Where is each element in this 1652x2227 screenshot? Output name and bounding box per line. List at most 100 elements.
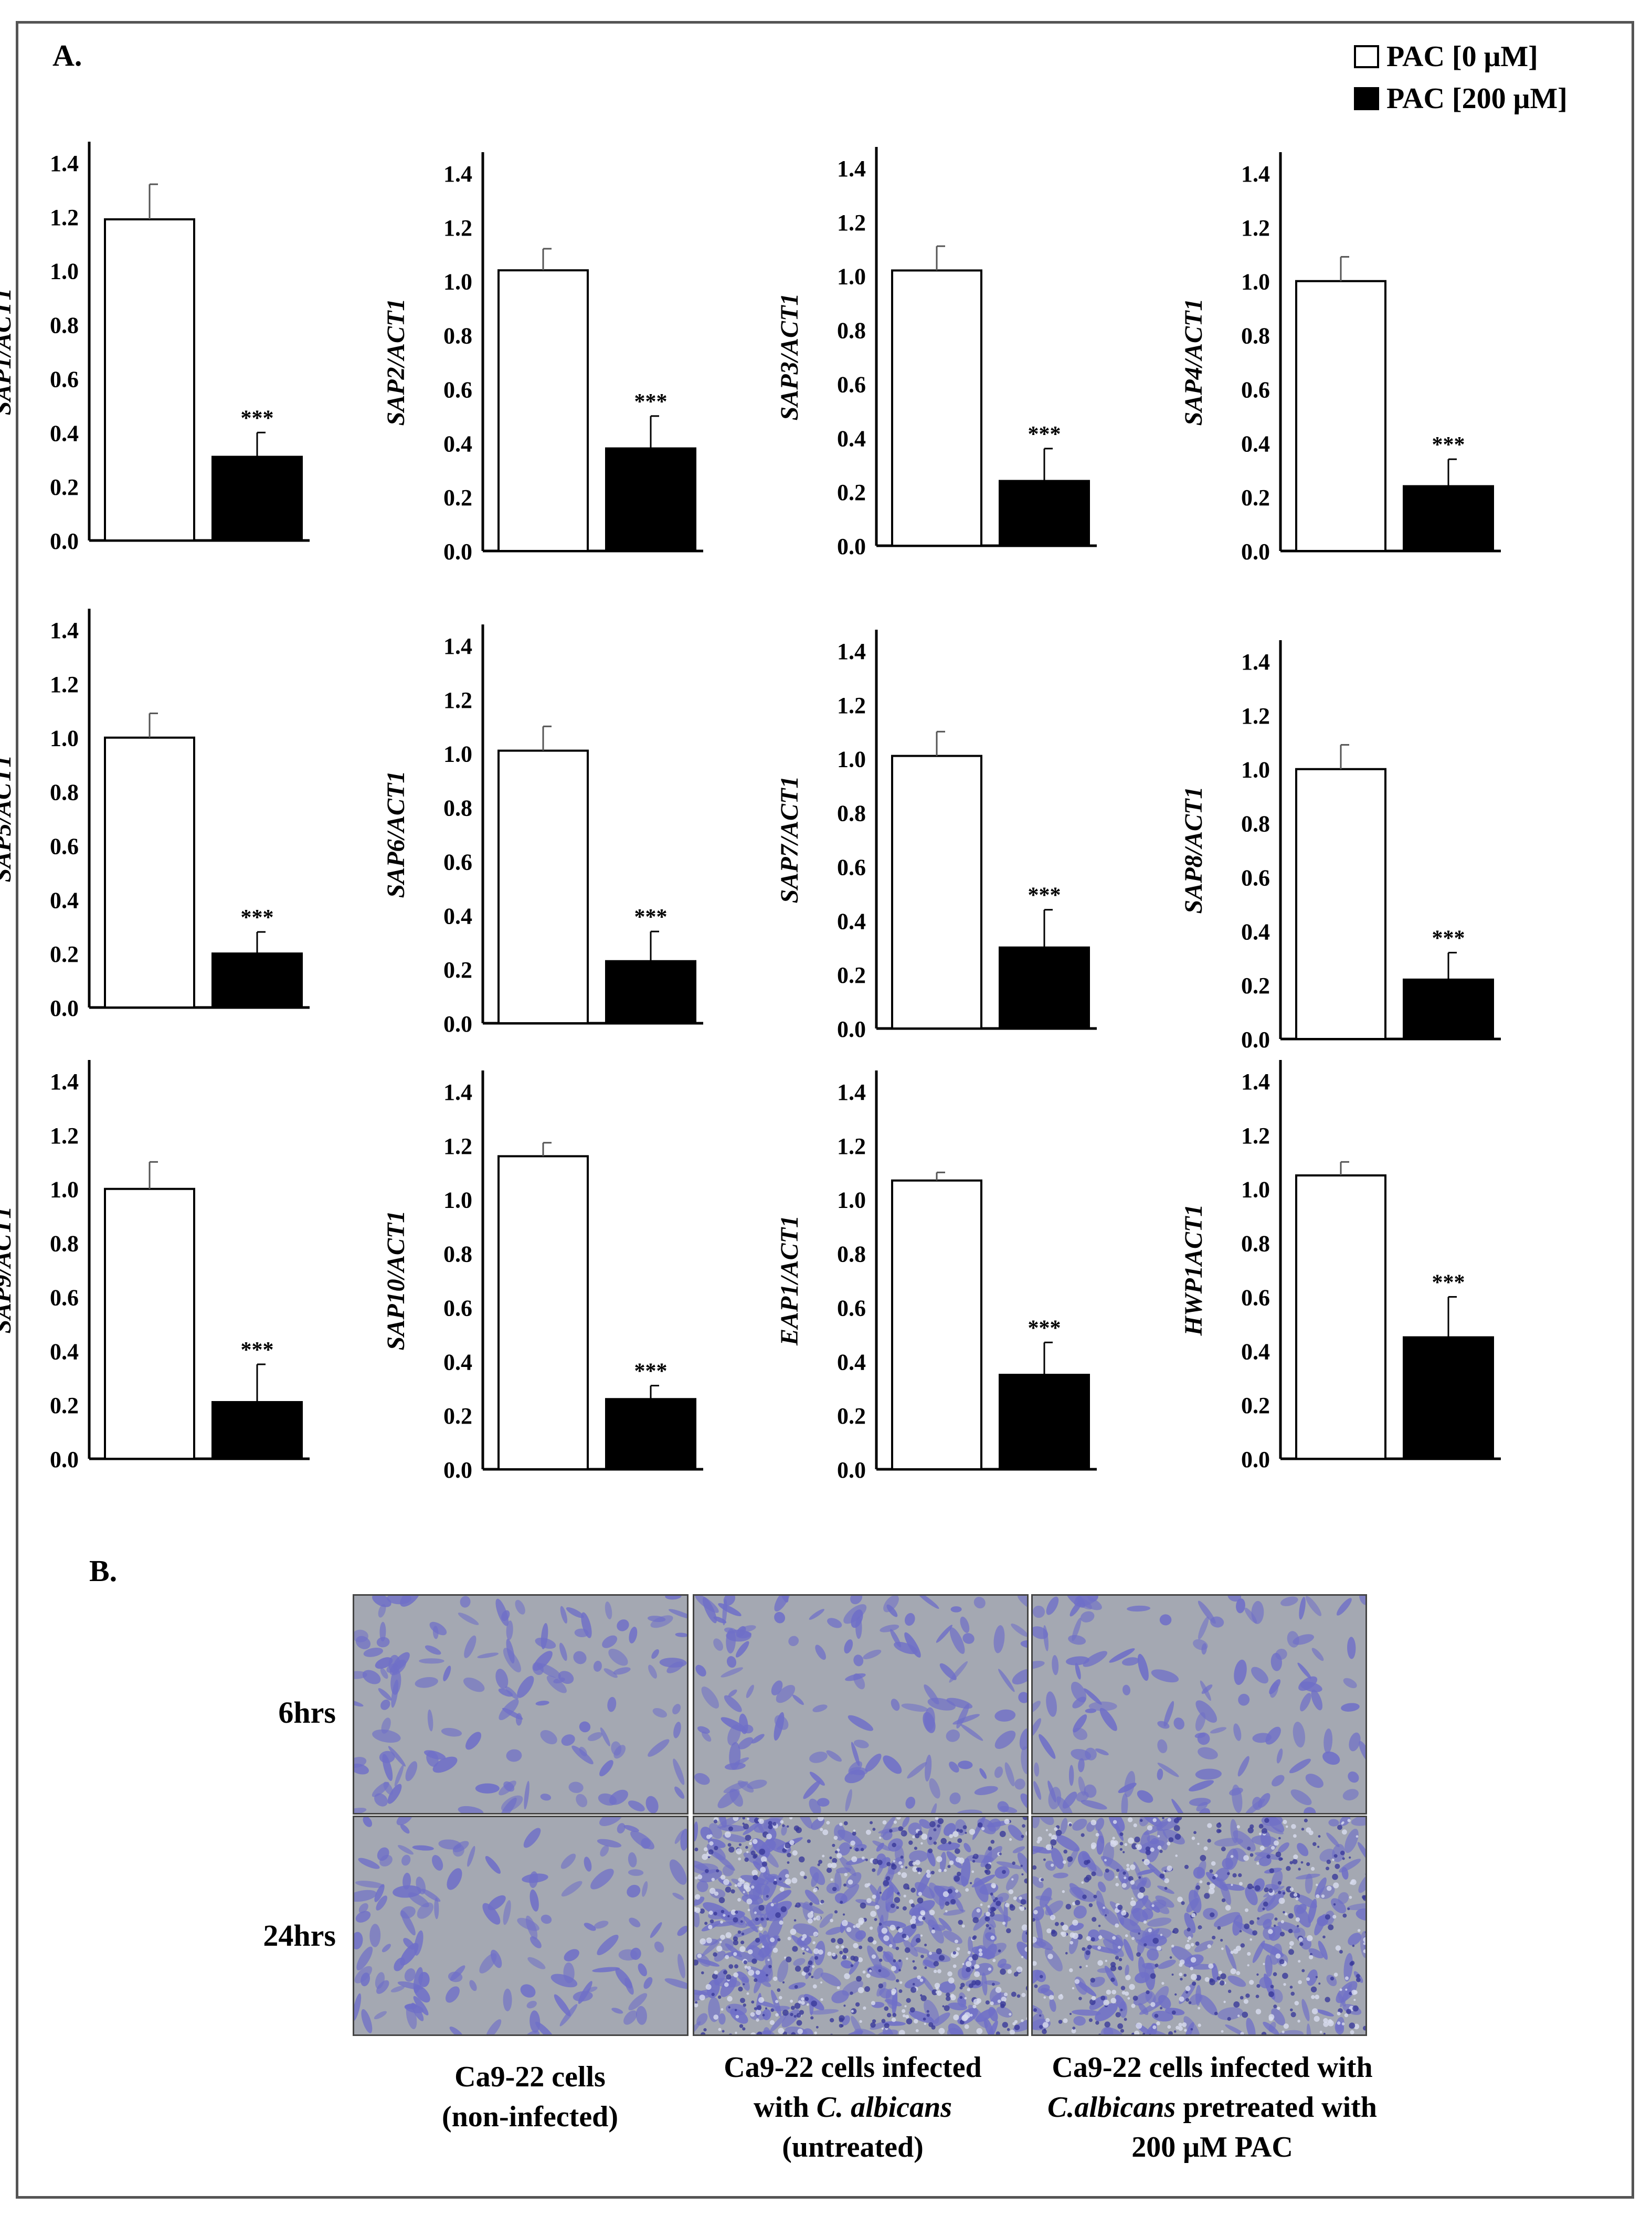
stained-cell (1054, 1834, 1080, 1852)
stained-cell (558, 1671, 574, 1684)
stained-cell (400, 1910, 416, 1936)
yeast-cell (1321, 1894, 1325, 1898)
stained-cell (540, 1730, 557, 1745)
yeast-cell (889, 1829, 893, 1833)
yeast-cell (980, 1903, 983, 1906)
stained-cell (1147, 1948, 1159, 1961)
yeast-cell (796, 2020, 802, 2026)
yeast-cell (832, 1953, 836, 1957)
column-label-non-infected: Ca9-22 cells (non-infected) (346, 2057, 714, 2137)
yeast-cell (1212, 1935, 1216, 1939)
stained-cell (388, 1746, 406, 1767)
yeast-cell (954, 1848, 960, 1854)
y-tick-label: 1.2 (1241, 703, 1270, 729)
y-tick-label: 0.0 (837, 1457, 866, 1483)
stained-cell (1348, 1771, 1359, 1783)
bar-pac (1403, 485, 1494, 552)
yeast-cell (1340, 1850, 1345, 1855)
yeast-cell (720, 1874, 726, 1880)
yeast-cell (1249, 1853, 1254, 1857)
yeast-cell (1135, 1844, 1139, 1849)
yeast-cell (751, 2000, 755, 2004)
stained-cell (1073, 1714, 1087, 1733)
stained-cell (1073, 1727, 1088, 1740)
yeast-cell (954, 1939, 958, 1944)
y-tick-label: 1.4 (1241, 649, 1270, 675)
yeast-cell (836, 1853, 842, 1859)
figure-frame (16, 21, 1634, 2199)
stained-cell (630, 1831, 654, 1850)
yeast-cell (866, 1898, 872, 1903)
y-tick-label: 0.6 (50, 1285, 79, 1310)
yeast-cell (1159, 1873, 1165, 1879)
stained-cell (1261, 1817, 1283, 1826)
yeast-cell (1097, 1960, 1103, 1966)
stained-cell (1340, 1983, 1352, 2008)
stained-cell (1304, 1807, 1316, 1813)
yeast-cell (1069, 1968, 1073, 1973)
yeast-cell (1362, 1895, 1365, 1901)
bar-pac (605, 1398, 696, 1470)
yeast-cell (1103, 1906, 1105, 1909)
yeast-cell (851, 2010, 854, 2013)
yeast-cell (978, 1952, 983, 1956)
yeast-cell (733, 1952, 737, 1956)
yeast-cell (832, 1886, 837, 1892)
yeast-cell (850, 1964, 854, 1967)
yeast-cell (1131, 2003, 1136, 2008)
yeast-cell (725, 1886, 732, 1893)
yeast-cell (808, 1973, 811, 1976)
yeast-cell (1310, 1867, 1315, 1871)
yeast-cell (972, 1936, 976, 1940)
yeast-cell (898, 1826, 904, 1831)
yeast-cell (940, 1838, 947, 1844)
stained-cell (910, 1934, 920, 1947)
column-label-line: Ca9-22 cells infected (724, 2051, 982, 2084)
yeast-cell (966, 1967, 971, 1973)
yeast-cell (1039, 2014, 1042, 2017)
stained-cell (1315, 1877, 1327, 1898)
yeast-cell (1047, 1954, 1053, 1959)
bar-pac (999, 480, 1090, 547)
yeast-cell (1245, 1993, 1250, 1998)
yeast-cell (803, 1966, 810, 1973)
yeast-cell (742, 2027, 746, 2031)
yeast-cell (773, 1881, 777, 1885)
yeast-cell (758, 1926, 763, 1931)
yeast-cell (1179, 1963, 1183, 1967)
yeast-cell (928, 2022, 934, 2028)
yeast-cell (1062, 1860, 1066, 1864)
yeast-cell (933, 1828, 937, 1832)
stained-cell (697, 1726, 710, 1734)
yeast-cell (1304, 1818, 1308, 1822)
yeast-cell (832, 1858, 838, 1863)
stained-cell (617, 1619, 629, 1631)
yeast-cell (1217, 1926, 1221, 1930)
stained-cell (673, 1722, 681, 1738)
stained-cell (1305, 1774, 1323, 1788)
yeast-cell (1365, 1872, 1367, 1876)
yeast-cell (1115, 1875, 1118, 1879)
stained-cell (880, 1817, 896, 1838)
yeast-cell (865, 1858, 868, 1861)
stained-cell (1071, 1748, 1092, 1761)
bar-pac (605, 447, 696, 552)
yeast-cell (1160, 2007, 1163, 2010)
yeast-cell (990, 1840, 995, 1844)
stained-cell (354, 1671, 368, 1679)
stained-cell (1088, 1701, 1117, 1711)
yeast-cell (912, 1866, 918, 1872)
yeast-cell (1261, 1828, 1267, 1834)
yeast-cell (904, 2005, 907, 2008)
stained-cell (994, 1766, 1003, 1778)
stained-cell (517, 1917, 539, 1931)
yeast-cell (915, 2029, 919, 2032)
stained-cell (949, 1762, 959, 1773)
stained-cell (659, 1658, 687, 1668)
stained-cell (723, 1781, 749, 1794)
row-label-24hrs: 24hrs (263, 1918, 336, 1953)
yeast-cell (933, 1841, 937, 1845)
yeast-cell (908, 1840, 913, 1845)
stained-cell (412, 1845, 434, 1851)
yeast-cell (1185, 1944, 1191, 1950)
